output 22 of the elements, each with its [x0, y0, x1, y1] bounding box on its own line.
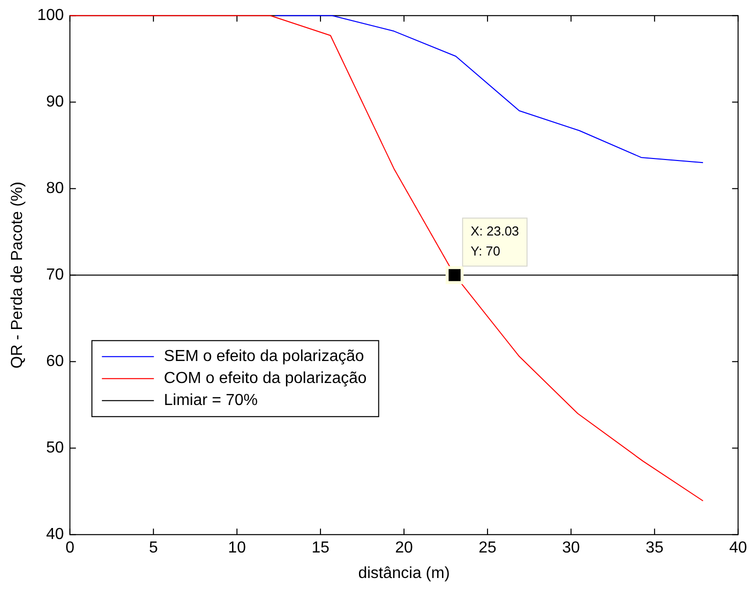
y-tick-label: 60	[46, 353, 64, 370]
x-tick-label: 35	[646, 540, 664, 557]
x-tick-label: 5	[148, 540, 158, 557]
legend-label: SEM o efeito da polarização	[164, 348, 364, 366]
x-tick-label: 40	[729, 540, 748, 557]
x-axis-title: distância (m)	[358, 564, 450, 582]
y-tick-label: 70	[46, 266, 64, 284]
x-tick-label: 0	[65, 540, 74, 557]
x-tick-label: 20	[395, 540, 413, 557]
y-tick-label: 100	[37, 7, 64, 24]
y-tick-label: 40	[46, 526, 64, 544]
annotation: X: 23.03 Y: 70	[470, 224, 520, 259]
x-tick-label: 15	[312, 540, 330, 557]
y-tick-label: 50	[46, 440, 64, 457]
x-tick-label: 10	[228, 540, 246, 557]
x-tick-label: 30	[562, 540, 580, 557]
legend-label: Limiar = 70%	[164, 392, 258, 410]
x-tick-label: 25	[478, 540, 497, 557]
legend-label: COM o efeito da polarização	[164, 370, 367, 388]
y-tick-label: 80	[46, 180, 64, 198]
y-axis-title: QR - Perda de Pacote (%)	[9, 182, 26, 368]
y-tick-label: 90	[46, 94, 64, 111]
